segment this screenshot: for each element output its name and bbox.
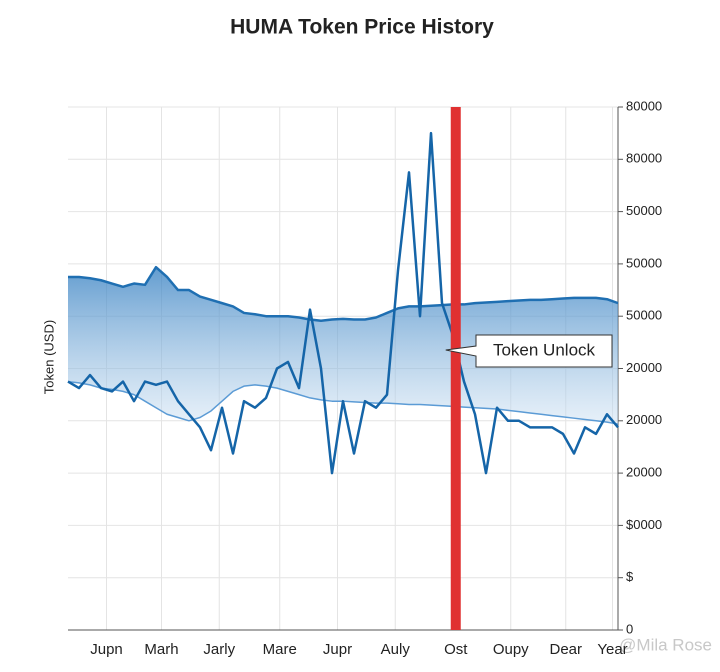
x-tick-label: Auly: [381, 641, 411, 658]
y-tick-label: 50000: [626, 203, 662, 218]
y-tick-label: 80000: [626, 98, 662, 113]
x-tick-label: Marh: [144, 641, 178, 658]
unlock-marker: [450, 107, 461, 630]
band-area: [68, 267, 618, 425]
x-tick-label: Oupy: [493, 641, 529, 658]
chart-title: HUMA Token Price History: [230, 16, 494, 39]
y-tick-label: 50000: [626, 308, 662, 323]
y-tick-label: 20000: [626, 412, 662, 427]
y-tick-label: 50000: [626, 255, 662, 270]
callout-box: [445, 334, 613, 368]
x-tick-label: Jupn: [90, 641, 123, 658]
y-axis-label: Token (USD): [41, 320, 56, 394]
y-tick-label: 20000: [626, 360, 662, 375]
watermark: @Mila Rose: [619, 635, 712, 654]
y-tick-label: 80000: [626, 151, 662, 166]
y-tick-label: $: [626, 569, 634, 584]
y-tick-label: 20000: [626, 465, 662, 480]
x-tick-label: Dear: [549, 641, 582, 658]
y-tick-label: 0: [626, 621, 633, 636]
series-line: [67, 131, 619, 475]
x-tick-label: Year: [597, 641, 627, 658]
annotation-label: Token Unlock: [493, 340, 596, 359]
x-tick-label: Jupr: [323, 641, 352, 658]
series-line: [68, 265, 619, 323]
x-tick-label: Ost: [444, 641, 468, 658]
y-tick-label: $0000: [626, 517, 662, 532]
x-tick-label: Mare: [263, 641, 297, 658]
x-tick-label: Jarly: [203, 641, 235, 658]
